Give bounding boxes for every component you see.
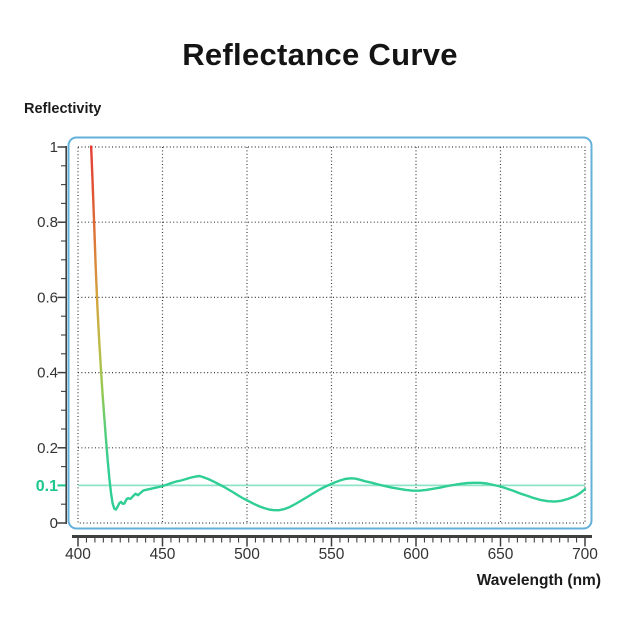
x-tick-label: 450 (150, 546, 176, 563)
x-axis-title: Wavelength (nm) (476, 572, 601, 589)
y-tick-label: 0 (50, 515, 58, 532)
plot-frame (67, 136, 593, 530)
y-tick-label: 0.8 (37, 214, 58, 231)
x-tick-label: 500 (234, 546, 260, 563)
plot-dotted-border (77, 146, 586, 524)
x-tick-label: 550 (319, 546, 345, 563)
y-tick-label: 0.4 (37, 365, 58, 382)
y-axis-title: Reflectivity (24, 101, 102, 117)
y-tick-label: 0.6 (37, 289, 58, 306)
x-tick-label: 650 (488, 546, 514, 563)
x-tick-label: 600 (403, 546, 429, 563)
y-tick-label: 1 (50, 139, 58, 156)
x-tick-label: 400 (65, 546, 91, 563)
threshold-label: 0.1 (36, 478, 58, 495)
y-tick-label: 0.2 (37, 440, 58, 457)
reflectance-curve-line (89, 145, 587, 512)
x-tick-label: 700 (572, 546, 598, 563)
chart-title: Reflectance Curve (182, 37, 458, 72)
